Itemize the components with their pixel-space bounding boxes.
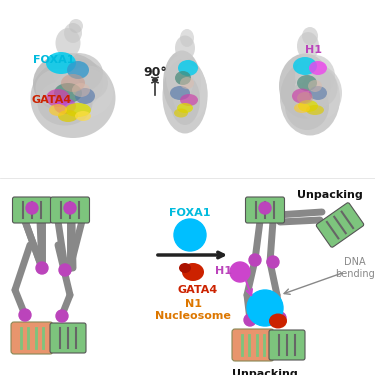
- Ellipse shape: [170, 86, 190, 100]
- Ellipse shape: [46, 52, 76, 74]
- Ellipse shape: [163, 51, 201, 116]
- Ellipse shape: [309, 61, 327, 75]
- Ellipse shape: [297, 32, 319, 60]
- Circle shape: [267, 256, 279, 268]
- Ellipse shape: [49, 104, 67, 116]
- Ellipse shape: [294, 66, 342, 120]
- Ellipse shape: [285, 82, 329, 130]
- Ellipse shape: [64, 23, 82, 43]
- Text: GATA4: GATA4: [31, 95, 71, 105]
- Ellipse shape: [172, 66, 207, 120]
- FancyBboxPatch shape: [50, 323, 86, 353]
- Ellipse shape: [69, 19, 83, 33]
- Ellipse shape: [46, 89, 70, 107]
- Circle shape: [247, 290, 283, 326]
- Circle shape: [274, 312, 286, 324]
- Ellipse shape: [279, 54, 331, 118]
- Ellipse shape: [174, 108, 188, 117]
- Ellipse shape: [292, 88, 312, 104]
- Ellipse shape: [298, 100, 318, 112]
- Ellipse shape: [302, 27, 318, 45]
- Ellipse shape: [180, 77, 194, 89]
- Ellipse shape: [56, 28, 81, 58]
- FancyBboxPatch shape: [51, 197, 90, 223]
- Circle shape: [59, 264, 71, 276]
- Ellipse shape: [53, 68, 113, 118]
- Circle shape: [230, 262, 250, 282]
- Text: H1: H1: [305, 45, 322, 55]
- Ellipse shape: [38, 81, 93, 126]
- Ellipse shape: [295, 55, 335, 97]
- Circle shape: [259, 202, 271, 214]
- Ellipse shape: [308, 80, 322, 92]
- Ellipse shape: [54, 83, 82, 103]
- Ellipse shape: [297, 92, 313, 104]
- Circle shape: [56, 310, 68, 322]
- Ellipse shape: [68, 66, 108, 100]
- Text: DNA
bending: DNA bending: [335, 257, 375, 279]
- Ellipse shape: [170, 75, 200, 125]
- Ellipse shape: [162, 58, 207, 134]
- Ellipse shape: [303, 69, 338, 107]
- Circle shape: [249, 254, 261, 266]
- FancyBboxPatch shape: [246, 197, 285, 223]
- Ellipse shape: [53, 53, 103, 93]
- Circle shape: [64, 202, 76, 214]
- Ellipse shape: [309, 86, 327, 100]
- Ellipse shape: [72, 83, 90, 97]
- Ellipse shape: [182, 263, 204, 281]
- Ellipse shape: [293, 57, 317, 75]
- Text: N1
Nucleosome: N1 Nucleosome: [155, 299, 231, 321]
- Text: Unpacking: Unpacking: [232, 369, 298, 375]
- Ellipse shape: [33, 53, 103, 113]
- Ellipse shape: [306, 105, 324, 115]
- FancyBboxPatch shape: [12, 197, 51, 223]
- Ellipse shape: [180, 29, 194, 47]
- Text: FOXA1: FOXA1: [169, 208, 211, 218]
- Ellipse shape: [75, 111, 91, 121]
- FancyBboxPatch shape: [269, 330, 305, 360]
- Ellipse shape: [58, 110, 78, 122]
- Ellipse shape: [65, 103, 91, 117]
- Circle shape: [26, 202, 38, 214]
- Ellipse shape: [294, 103, 310, 113]
- FancyBboxPatch shape: [232, 329, 274, 361]
- Circle shape: [174, 219, 206, 251]
- Ellipse shape: [30, 58, 115, 138]
- Ellipse shape: [180, 94, 198, 106]
- Text: FOXA1: FOXA1: [33, 55, 75, 65]
- Ellipse shape: [297, 75, 317, 91]
- Ellipse shape: [175, 71, 191, 85]
- Circle shape: [36, 262, 48, 274]
- Ellipse shape: [54, 98, 76, 114]
- Text: GATA4: GATA4: [178, 285, 218, 295]
- Ellipse shape: [175, 36, 195, 60]
- Ellipse shape: [61, 74, 85, 92]
- FancyBboxPatch shape: [11, 322, 53, 354]
- Ellipse shape: [178, 60, 198, 76]
- Text: H1: H1: [216, 266, 232, 276]
- Ellipse shape: [166, 56, 194, 100]
- Ellipse shape: [177, 103, 193, 113]
- Ellipse shape: [179, 263, 191, 273]
- Ellipse shape: [67, 61, 89, 79]
- Text: 90°: 90°: [143, 66, 167, 78]
- Ellipse shape: [269, 314, 287, 328]
- Ellipse shape: [36, 69, 81, 107]
- FancyBboxPatch shape: [316, 203, 364, 247]
- Ellipse shape: [280, 60, 340, 135]
- Circle shape: [19, 309, 31, 321]
- Circle shape: [244, 314, 256, 326]
- Ellipse shape: [75, 88, 95, 104]
- Text: Unpacking: Unpacking: [297, 190, 363, 200]
